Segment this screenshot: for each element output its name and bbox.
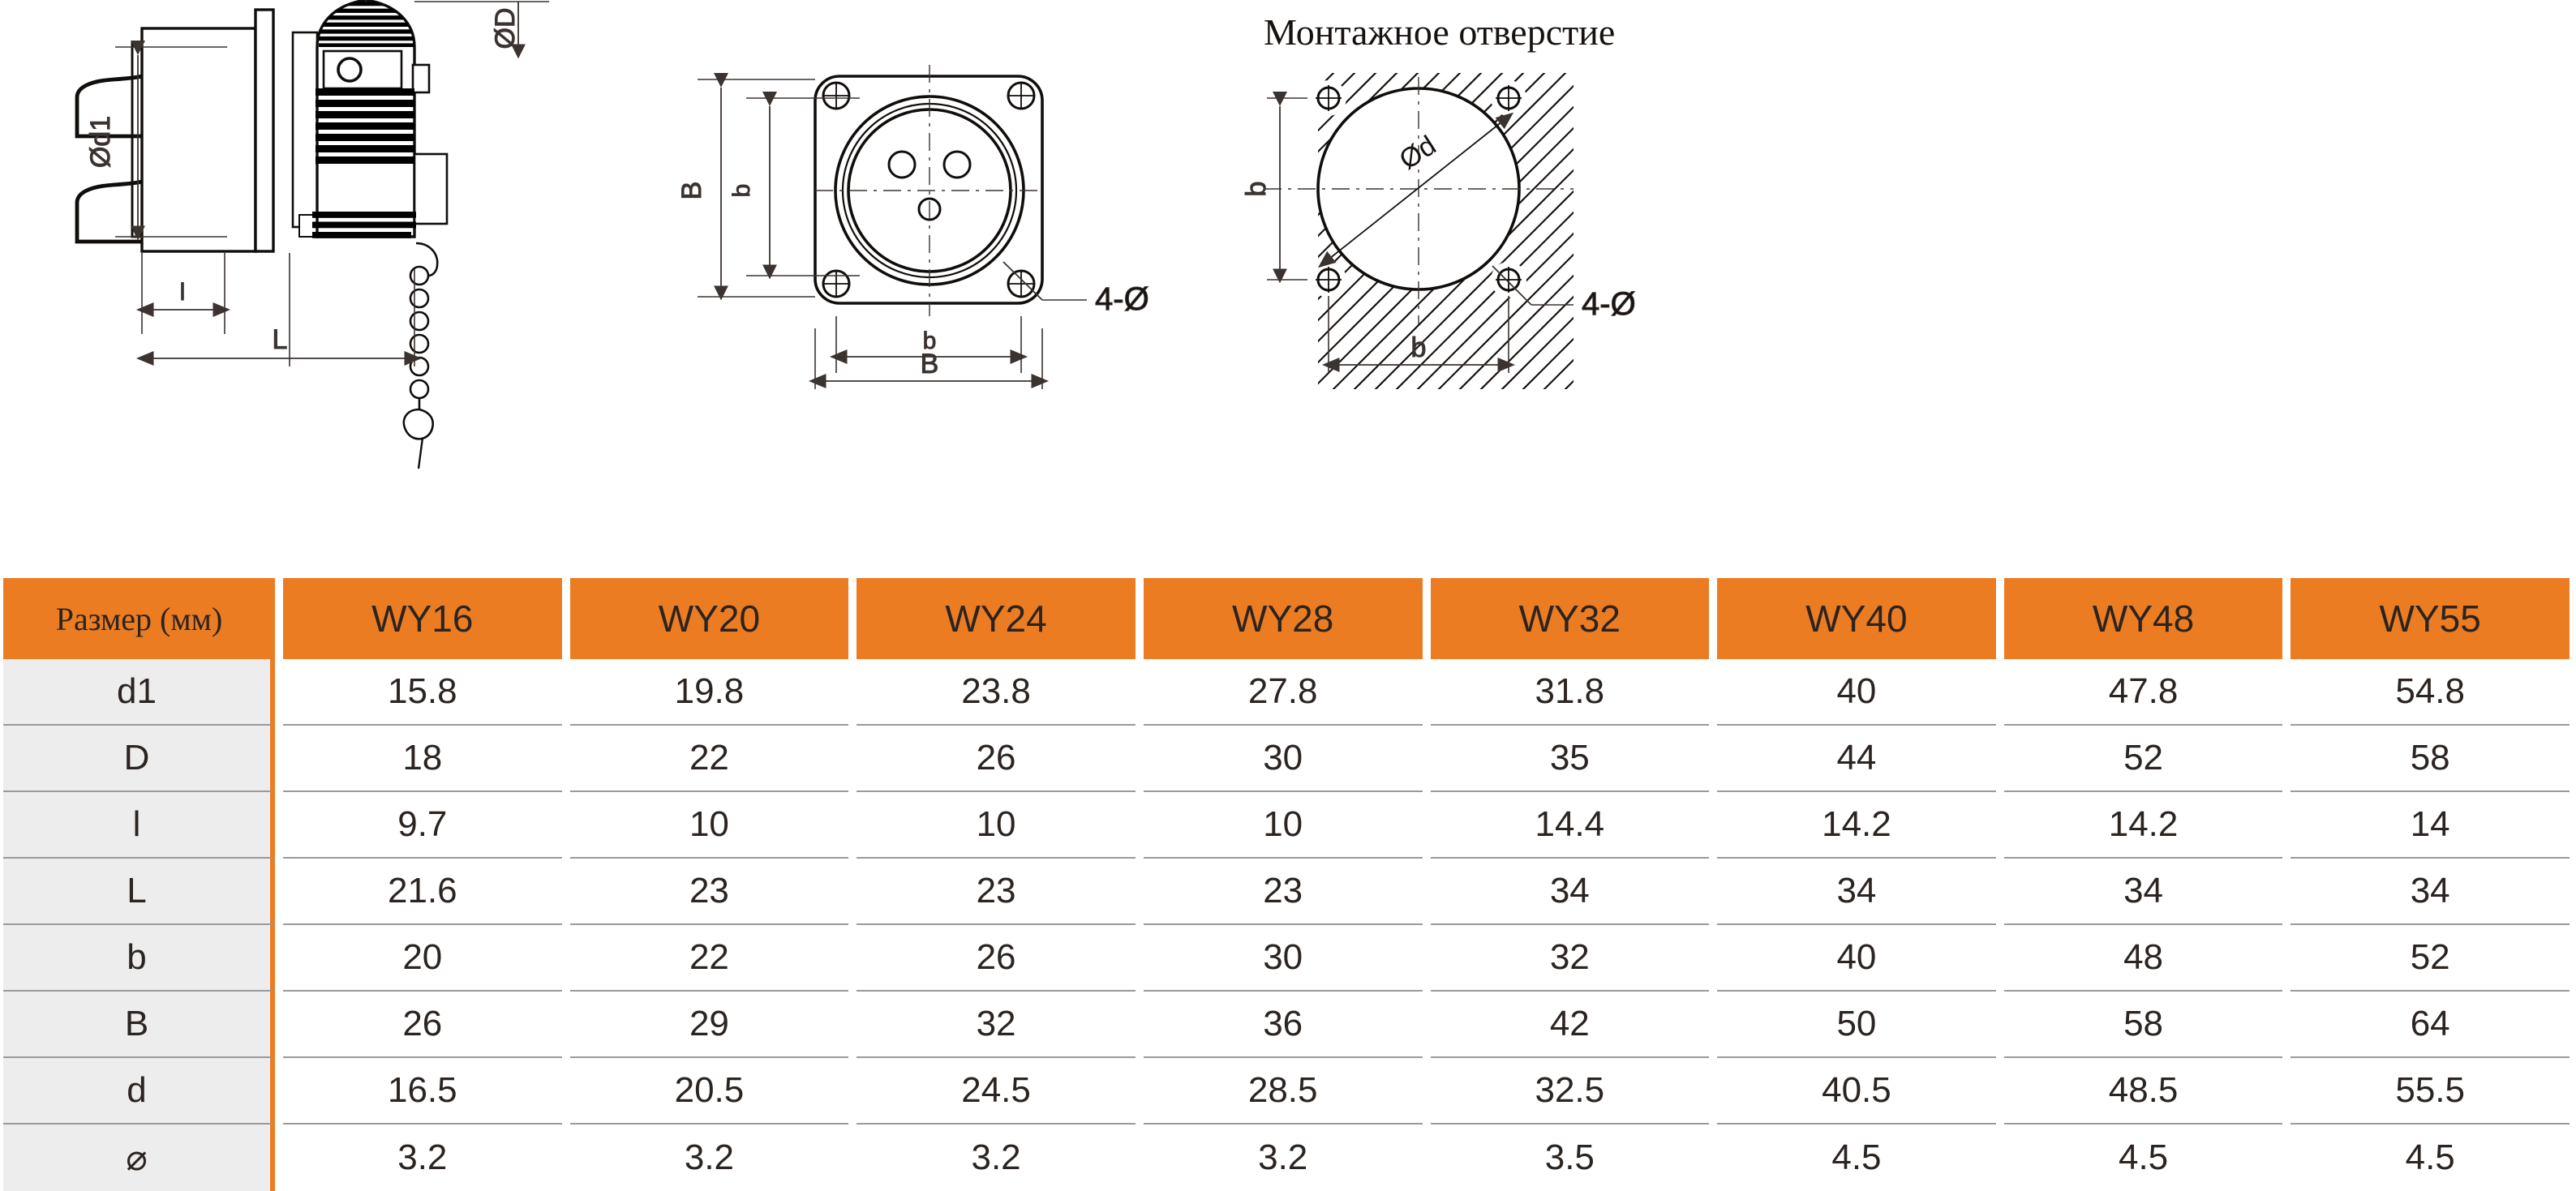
svg-text:L: L (273, 324, 288, 355)
svg-text:4-Ø: 4-Ø (1582, 286, 1636, 322)
svg-text:b: b (1241, 182, 1272, 197)
svg-text:ØD: ØD (490, 8, 521, 49)
svg-text:b: b (728, 184, 755, 198)
svg-text:Ød1: Ød1 (85, 116, 116, 168)
svg-text:b: b (1411, 332, 1427, 363)
svg-text:B: B (921, 349, 939, 379)
svg-text:Монтажное отверстие: Монтажное отверстие (1264, 11, 1615, 53)
svg-text:4-Ø: 4-Ø (1095, 281, 1149, 317)
svg-text:l: l (180, 279, 186, 306)
svg-text:B: B (676, 182, 707, 200)
